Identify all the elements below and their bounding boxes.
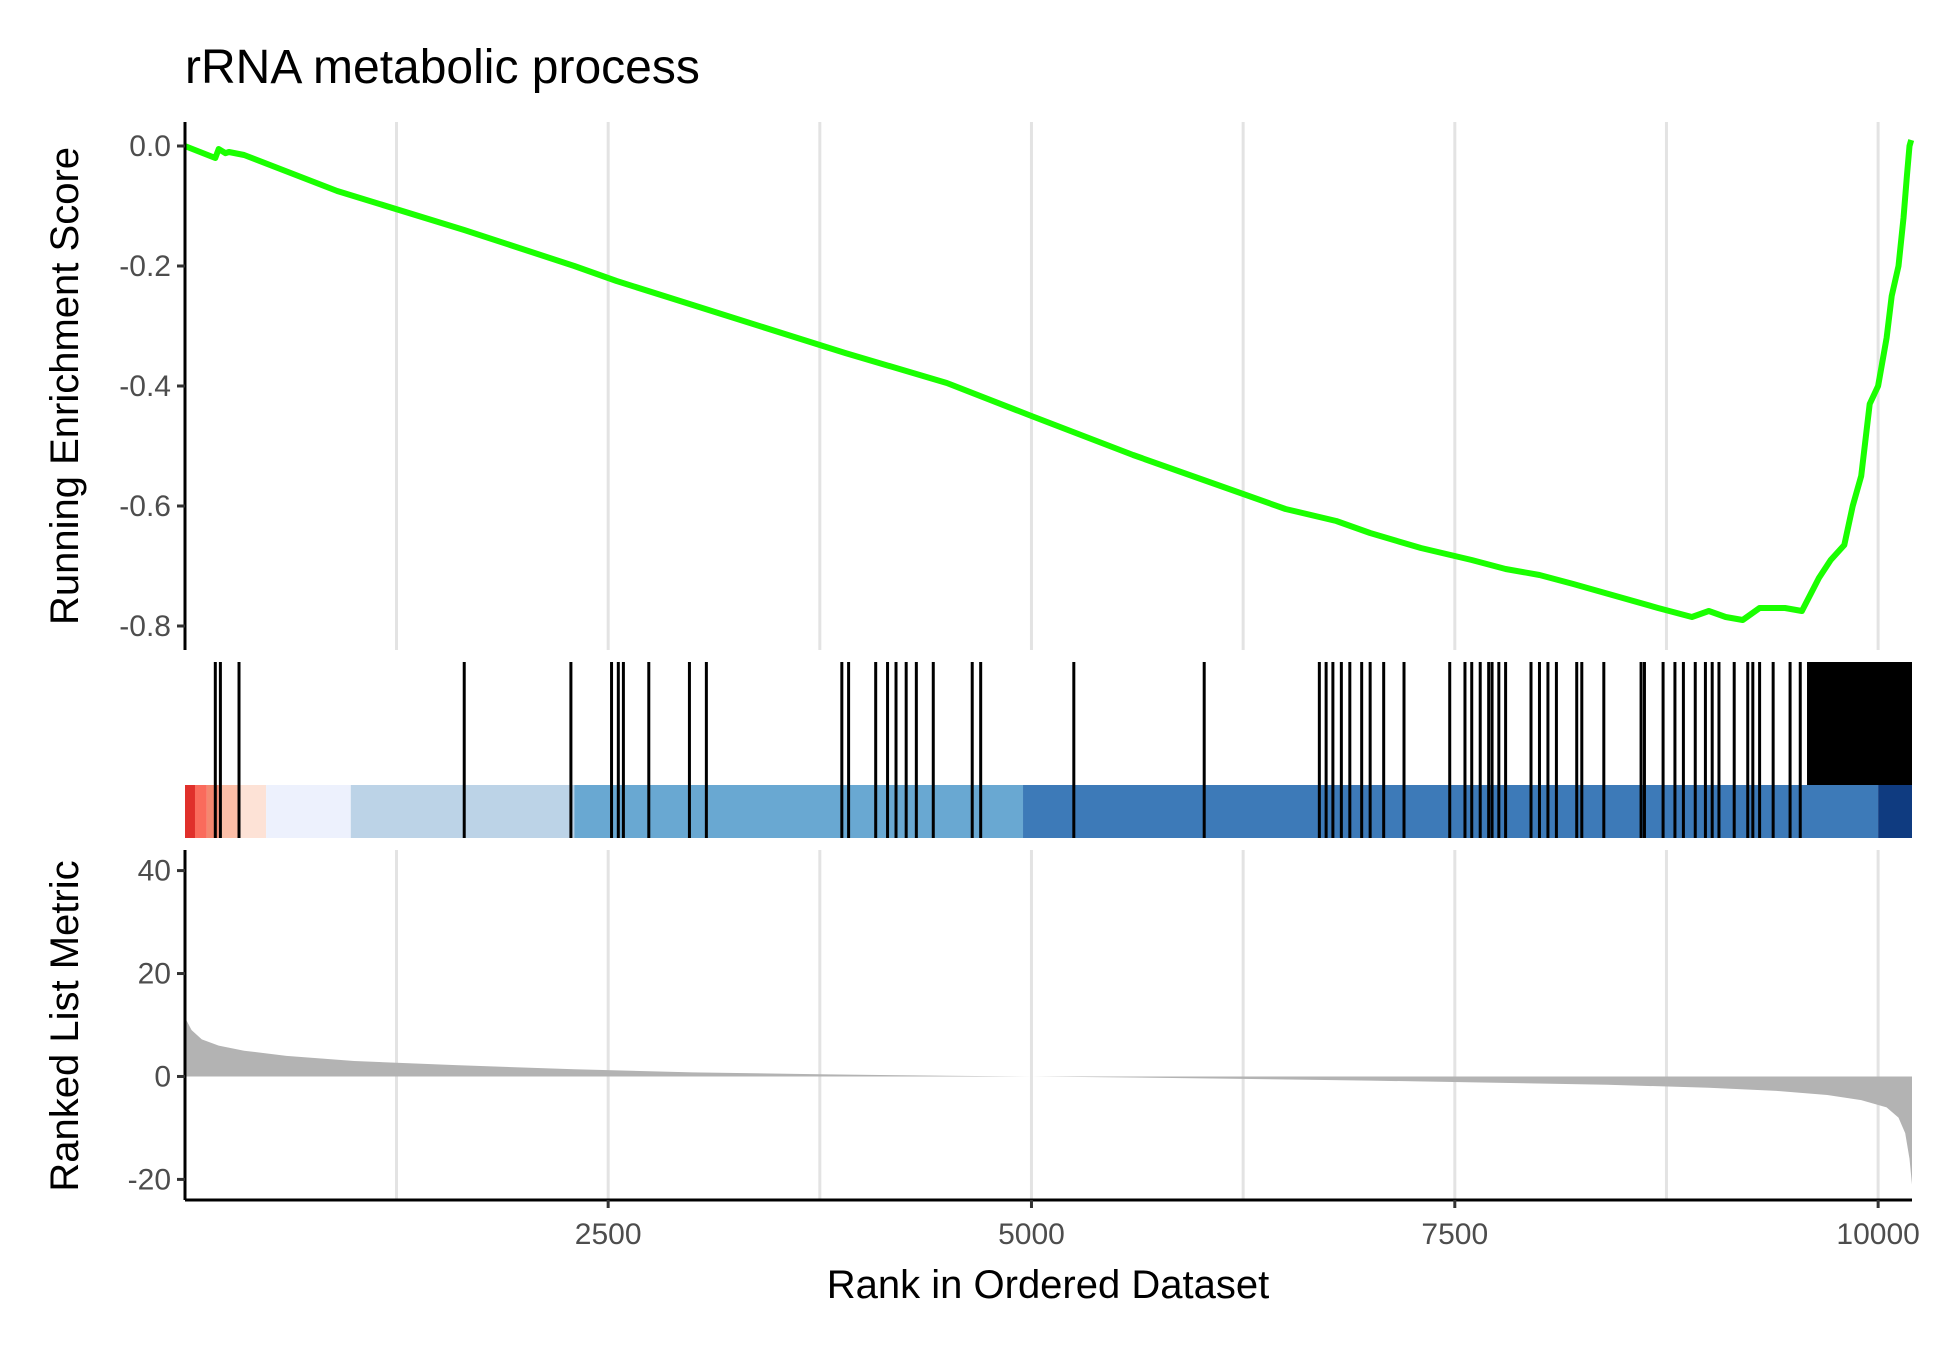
gradient-band: [185, 785, 195, 838]
x-tick-label: 2500: [575, 1218, 642, 1251]
rank-color-gradient: [185, 785, 1912, 838]
gene-hit-lines: [213, 662, 1912, 838]
gradient-band: [239, 785, 267, 838]
gradient-band: [574, 785, 1024, 838]
gradient-band: [218, 785, 240, 838]
x-ticks: 2500 5000 7500 10000: [575, 1200, 1920, 1251]
enrichment-y-tick-label: -0.8: [119, 610, 171, 643]
enrichment-y-axis-title: Running Enrichment Score: [43, 147, 87, 625]
x-axis-title: Rank in Ordered Dataset: [827, 1263, 1269, 1307]
ranked-metric-panel: 40 20 0 -20 2500 5000 7500 10000 Ranked List M…: [43, 850, 1920, 1307]
x-tick-label: 10000: [1836, 1218, 1919, 1251]
gradient-band: [1878, 785, 1912, 838]
ranked-metric-gridlines: [394, 850, 1880, 1200]
ranked-metric-y-tick-label: 40: [138, 855, 171, 888]
x-tick-label: 5000: [998, 1218, 1065, 1251]
enrichment-y-tick-label: 0.0: [129, 130, 171, 163]
ranked-metric-y-tick-label: -20: [128, 1163, 171, 1196]
ranked-metric-y-tick-label: 0: [154, 1060, 171, 1093]
enrichment-panel: 0.0 -0.2 -0.4 -0.6 -0.8 Running Enrichment S…: [43, 122, 1915, 650]
enrichment-score-line: [183, 139, 1915, 623]
enrichment-y-tick-label: -0.2: [119, 250, 171, 283]
ranked-metric-y-ticks: 40 20 0 -20: [128, 855, 185, 1196]
dense-hit-block: [1807, 662, 1912, 785]
enrichment-y-tick-label: -0.4: [119, 370, 171, 403]
gradient-band: [350, 785, 575, 838]
enrichment-gridlines: [394, 122, 1880, 650]
ranked-metric-y-axis-title: Ranked List Metric: [43, 860, 87, 1191]
gradient-band: [194, 785, 207, 838]
gradient-band: [266, 785, 351, 838]
enrichment-y-ticks: 0.0 -0.2 -0.4 -0.6 -0.8: [119, 130, 185, 643]
x-tick-label: 7500: [1421, 1218, 1488, 1251]
chart-title: rRNA metabolic process: [185, 41, 700, 94]
ranked-metric-area: [184, 1017, 1912, 1185]
hits-panel: [185, 662, 1912, 838]
gradient-band: [206, 785, 219, 838]
enrichment-y-tick-label: -0.6: [119, 490, 171, 523]
ranked-metric-y-tick-label: 20: [138, 958, 171, 991]
